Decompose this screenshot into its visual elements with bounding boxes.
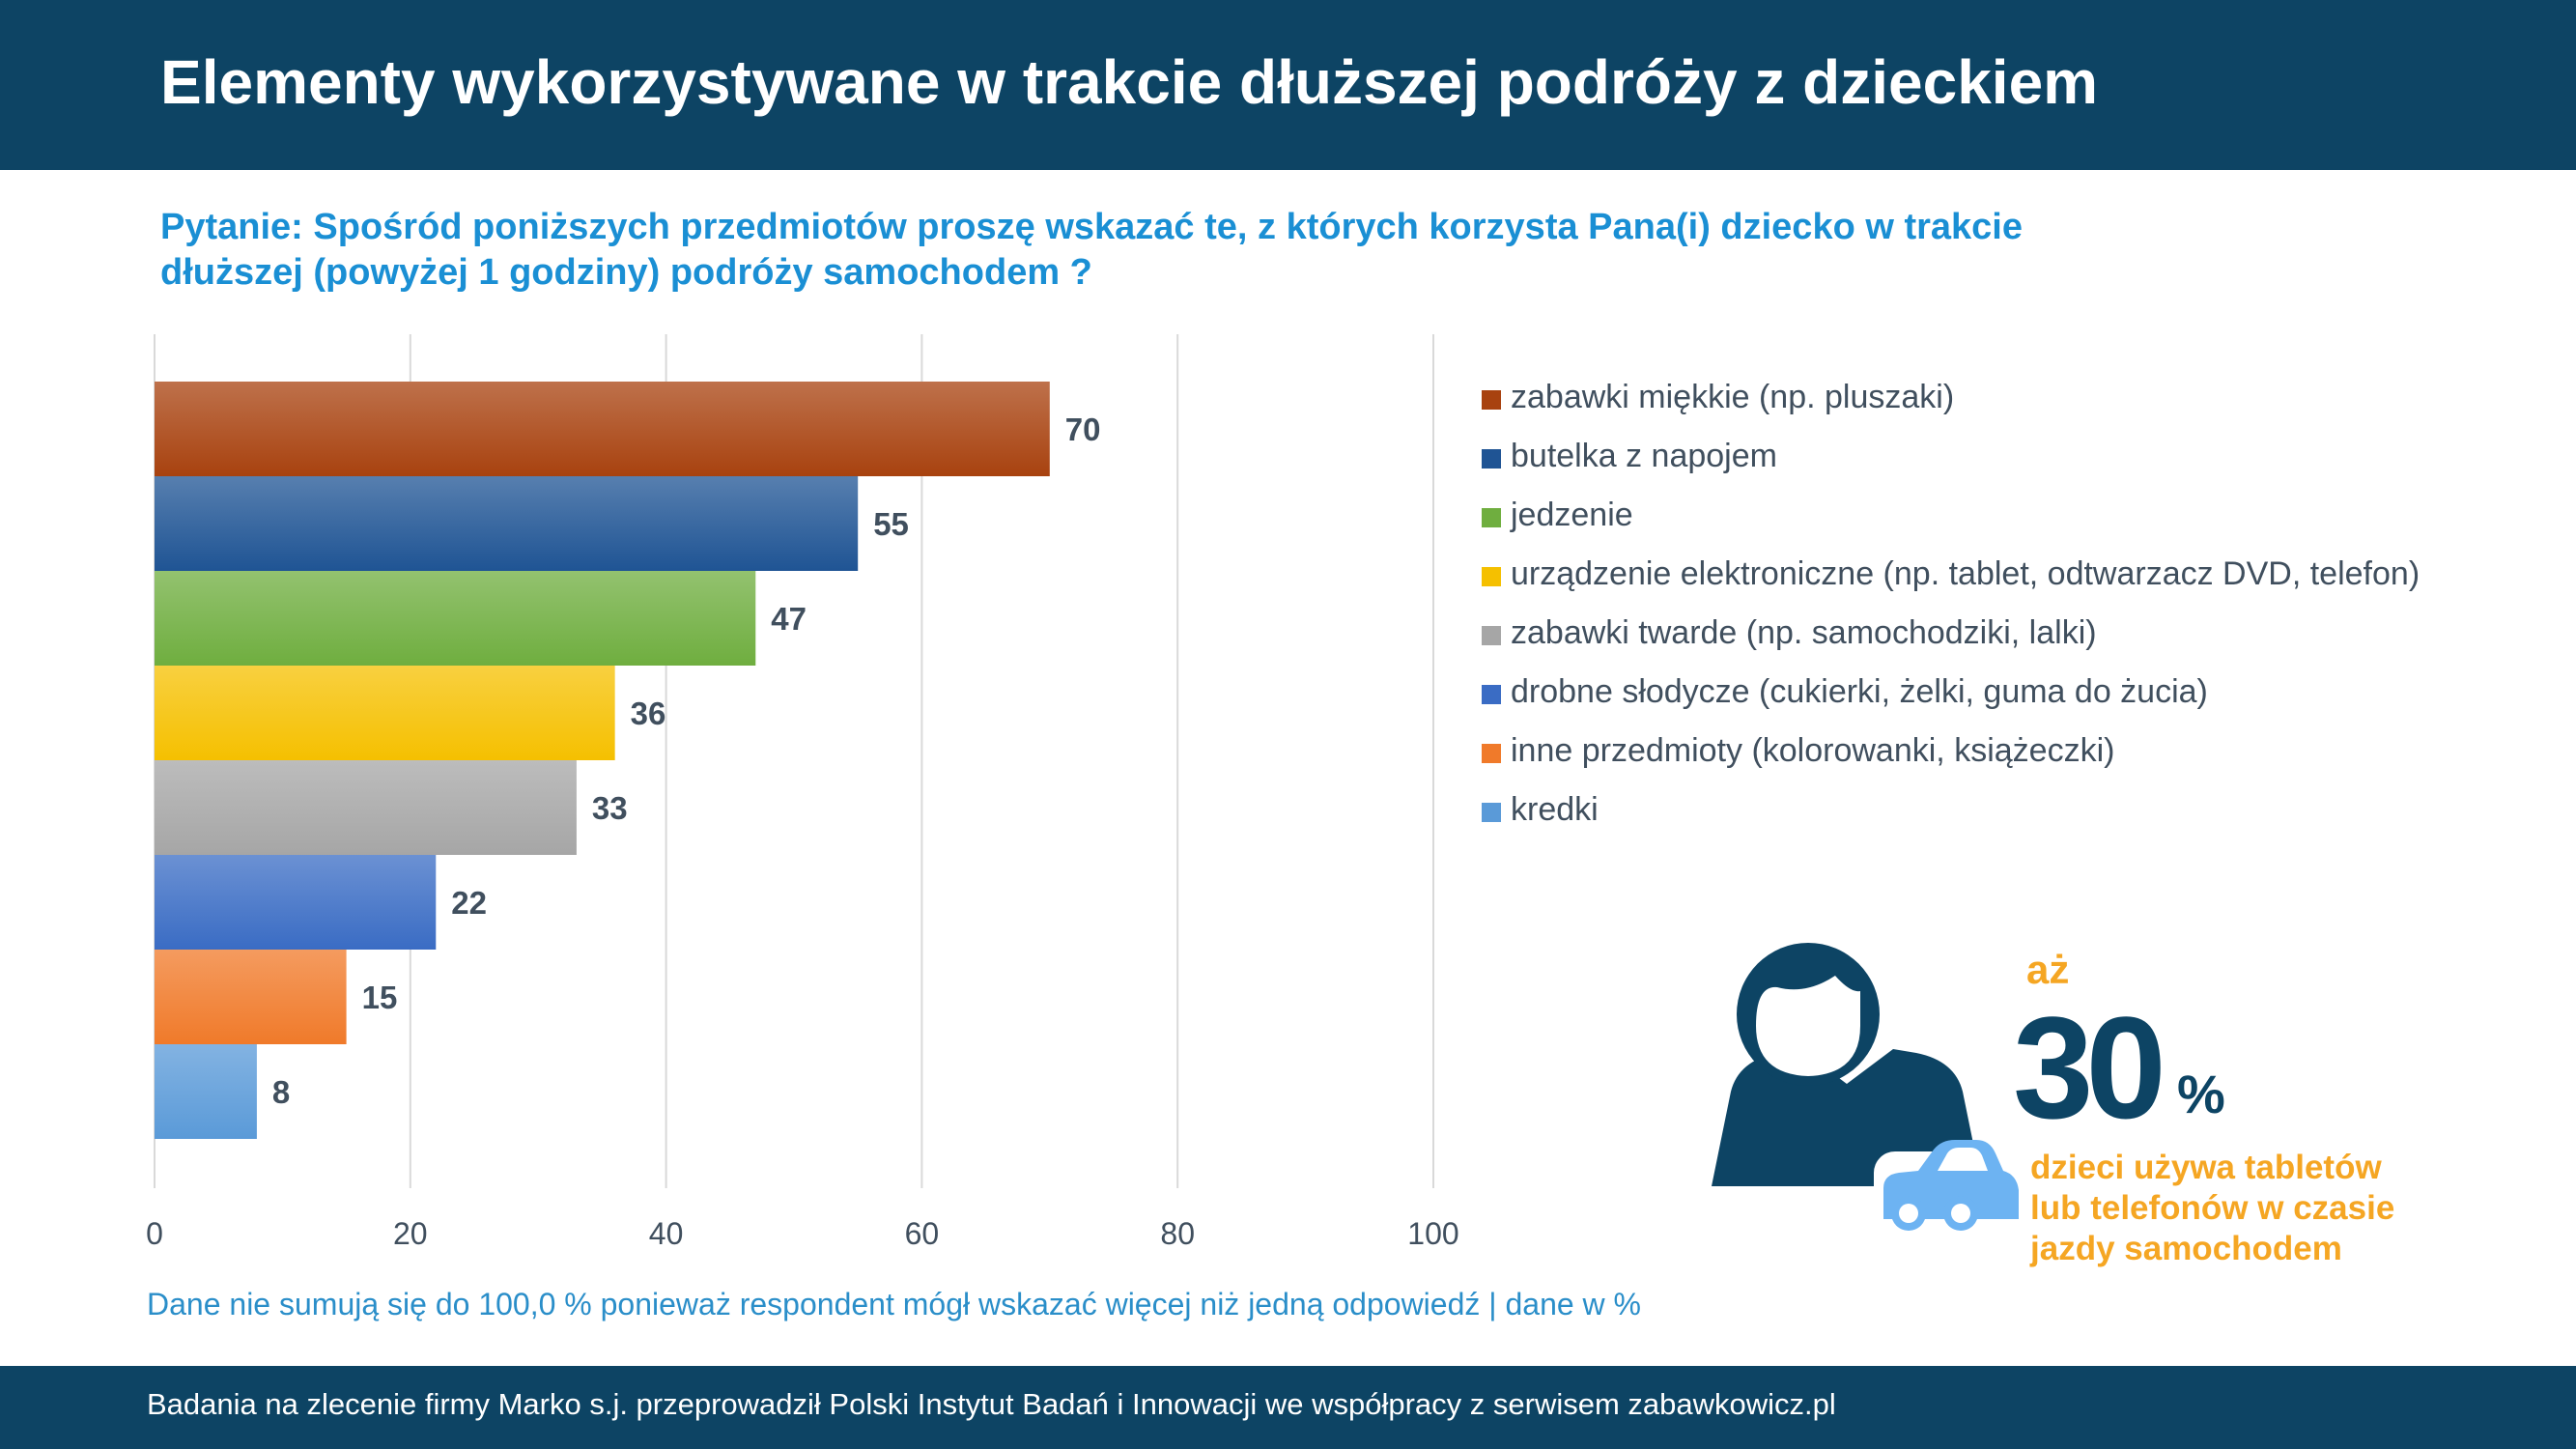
bar-7 (155, 950, 347, 1044)
child-avatar-icon (1712, 943, 1982, 1186)
bar-8 (155, 1044, 257, 1139)
x-tick-label: 60 (905, 1216, 940, 1251)
legend-swatch (1482, 390, 1501, 410)
bar-value-label: 33 (592, 790, 628, 826)
legend-swatch (1482, 685, 1501, 704)
legend-swatch (1482, 803, 1501, 822)
chart-bars (155, 382, 1050, 1139)
legend-swatch (1482, 508, 1501, 527)
bar-5 (155, 760, 577, 855)
legend-label: inne przedmioty (kolorowanki, książeczki… (1511, 732, 2115, 769)
x-tick-label: 0 (146, 1216, 163, 1251)
bar-value-label: 8 (272, 1074, 290, 1110)
stat-caption: dzieci używa tabletów lub telefonów w cz… (2030, 1149, 2395, 1267)
chart-footnote: Dane nie sumują się do 100,0 % ponieważ … (147, 1287, 1641, 1321)
legend-label: zabawki miękkie (np. pluszaki) (1511, 379, 1955, 415)
legend-swatch (1482, 449, 1501, 469)
legend-swatch (1482, 626, 1501, 645)
legend-swatch (1482, 744, 1501, 763)
bar-value-label: 15 (362, 980, 398, 1015)
bar-value-label: 47 (771, 601, 807, 637)
x-tick-label: 80 (1160, 1216, 1195, 1251)
stat-unit: % (2177, 1064, 2225, 1124)
footer-bar: Badania na zlecenie firmy Marko s.j. prz… (0, 1366, 2576, 1449)
legend-label: kredki (1511, 791, 1599, 828)
bar-2 (155, 476, 859, 571)
chart-x-ticks: 0 20 40 60 80 100 (146, 1216, 1459, 1251)
survey-question: Pytanie: Spośród poniższych przedmiotów … (160, 207, 2023, 293)
bar-value-label: 55 (873, 506, 909, 542)
x-tick-label: 40 (649, 1216, 684, 1251)
car-icon (1874, 1140, 2019, 1231)
legend-label: zabawki twarde (np. samochodziki, lalki) (1511, 614, 2097, 651)
legend-label: butelka z napojem (1511, 438, 1777, 474)
legend-swatch (1482, 567, 1501, 586)
footer-text: Badania na zlecenie firmy Marko s.j. prz… (147, 1387, 1836, 1421)
bar-4 (155, 666, 615, 760)
x-tick-label: 20 (393, 1216, 428, 1251)
header-bar: Elementy wykorzystywane w trakcie dłuższ… (0, 0, 2576, 170)
x-tick-label: 100 (1407, 1216, 1458, 1251)
stat-prefix: aż (2026, 947, 2070, 992)
bar-6 (155, 855, 437, 950)
stat-number: 30 (2013, 986, 2166, 1149)
legend-label: urządzenie elektroniczne (np. tablet, od… (1511, 555, 2420, 592)
page-title: Elementy wykorzystywane w trakcie dłuższ… (160, 47, 2099, 117)
legend-label: jedzenie (1511, 497, 1633, 533)
chart-data-labels: 70 55 47 36 33 22 15 8 (272, 412, 1101, 1110)
bar-value-label: 70 (1065, 412, 1101, 447)
bar-value-label: 22 (451, 885, 487, 921)
legend-label: drobne słodycze (cukierki, żelki, guma d… (1511, 673, 2208, 710)
bar-3 (155, 571, 756, 666)
bar-value-label: 36 (631, 696, 666, 731)
bar-1 (155, 382, 1050, 476)
bar-chart: 70 55 47 36 33 22 15 8 0 20 40 60 80 100 (146, 334, 1459, 1251)
